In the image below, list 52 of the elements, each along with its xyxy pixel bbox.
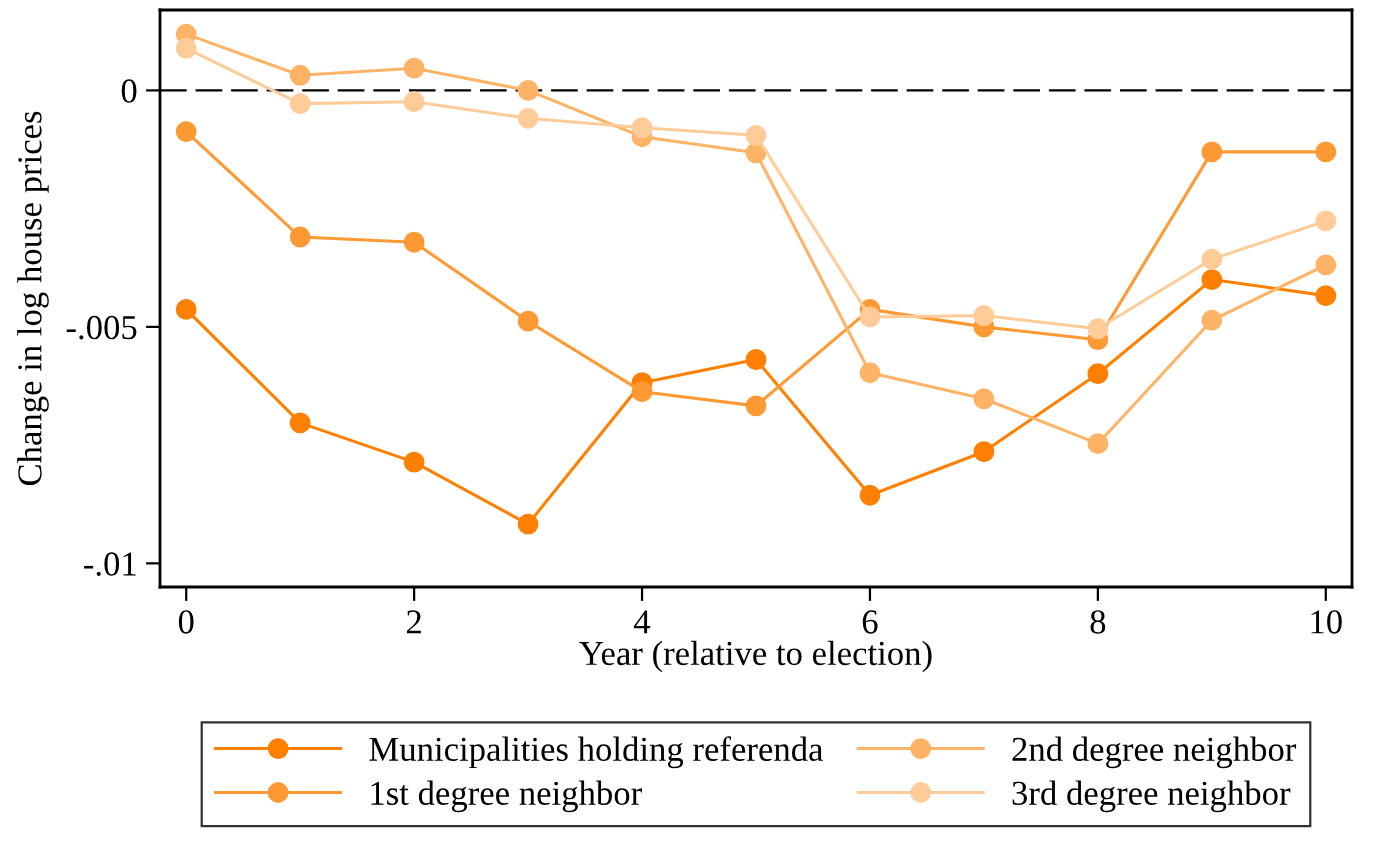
- x-tick-label: 0: [178, 610, 194, 634]
- point: [745, 349, 767, 370]
- point: [1087, 318, 1109, 340]
- x-tick-label: 10: [1311, 610, 1342, 634]
- point: [289, 93, 311, 115]
- x-tick-label: 6: [862, 610, 878, 634]
- point: [403, 231, 425, 253]
- point: [1201, 248, 1223, 270]
- point: [859, 484, 881, 506]
- point: [745, 395, 767, 417]
- point: [859, 306, 881, 328]
- point: [973, 388, 995, 410]
- y-tick-label: -.01: [84, 552, 136, 576]
- point: [175, 298, 197, 320]
- point: [517, 310, 539, 332]
- point: [631, 117, 653, 139]
- point: [403, 91, 425, 113]
- x-tick-label: 2: [406, 610, 421, 634]
- point: [175, 121, 197, 142]
- point: [1315, 285, 1337, 307]
- point: [859, 362, 881, 384]
- point: [1315, 254, 1337, 276]
- y-tick-label: -.005: [66, 315, 137, 340]
- point: [973, 305, 995, 326]
- point: [1315, 141, 1337, 163]
- point: [973, 441, 995, 463]
- legend-label: Municipalities holding referenda: [369, 736, 824, 769]
- x-axis-title: Year (relative to election): [579, 640, 932, 673]
- point: [1087, 433, 1109, 455]
- legend-label: 1st degree neighbor: [371, 780, 642, 813]
- point: [745, 124, 767, 146]
- point: [517, 513, 539, 535]
- point: [1201, 141, 1223, 163]
- point: [517, 79, 539, 101]
- point: [403, 57, 425, 79]
- point: [289, 412, 311, 434]
- x-tick-label: 4: [634, 610, 651, 634]
- y-axis-title: Change in log house prices: [17, 111, 49, 486]
- point: [289, 64, 311, 86]
- y-tick-label: 0: [121, 79, 137, 103]
- point: [1201, 309, 1223, 331]
- legend-label: 3rd degree neighbor: [1012, 780, 1291, 813]
- point: [403, 451, 425, 473]
- x-tick-label: 8: [1090, 610, 1106, 634]
- point: [631, 381, 653, 403]
- point: [1315, 210, 1337, 232]
- legend-label: 2nd degree neighbor: [1012, 736, 1297, 769]
- point: [289, 226, 311, 248]
- point: [517, 107, 539, 129]
- point: [1201, 269, 1223, 290]
- point: [175, 37, 197, 59]
- point: [1087, 363, 1109, 385]
